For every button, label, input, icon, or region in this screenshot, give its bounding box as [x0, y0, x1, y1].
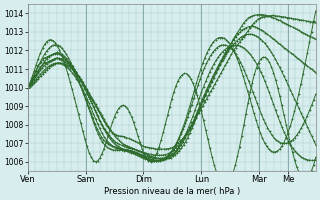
X-axis label: Pression niveau de la mer( hPa ): Pression niveau de la mer( hPa )	[104, 187, 240, 196]
